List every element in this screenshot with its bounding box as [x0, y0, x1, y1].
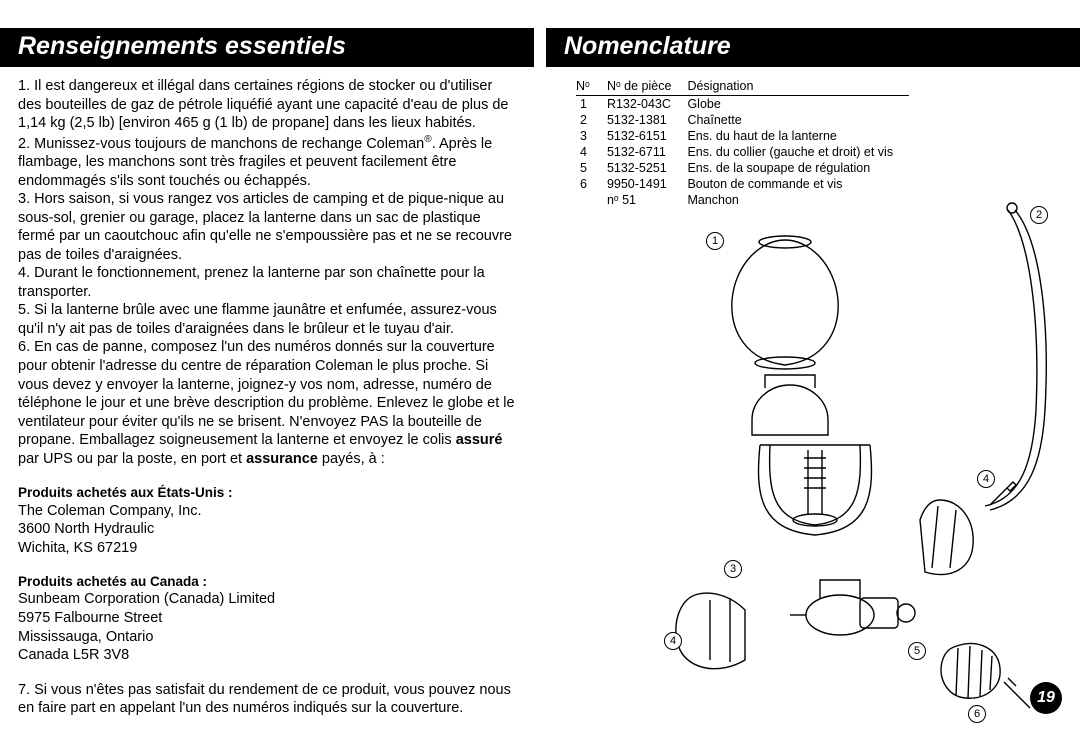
exploded-diagram: 1 2 3 4 4 5 6 — [560, 200, 1060, 720]
para-7: 7. Si vous n'êtes pas satisfait du rende… — [18, 681, 516, 718]
th-no: Nᵒ — [576, 79, 607, 96]
table-row: 6 9950-1491 Bouton de commande et vis — [576, 176, 909, 192]
callout-5: 5 — [908, 642, 926, 660]
para-4: 4. Durant le fonctionnement, prenez la l… — [18, 264, 516, 301]
page-number: 19 — [1030, 682, 1062, 714]
address-us-line: The Coleman Company, Inc. — [18, 502, 516, 521]
callout-1: 1 — [706, 232, 724, 250]
left-body: 1. Il est dangereux et illégal dans cert… — [0, 77, 534, 718]
address-ca-label: Produits achetés au Canada : — [18, 573, 516, 590]
right-title-bar: Nomenclature — [546, 28, 1080, 67]
th-desc: Désignation — [687, 79, 909, 96]
th-partno: Nᵒ de pièce — [607, 79, 687, 96]
left-column: Renseignements essentiels 1. Il est dang… — [0, 0, 540, 730]
table-row: 2 5132-1381 Chaînette — [576, 112, 909, 128]
callout-4b: 4 — [664, 632, 682, 650]
lantern-diagram-svg — [560, 200, 1060, 720]
para-2: 2. Munissez-vous toujours de manchons de… — [18, 133, 516, 190]
para-6: 6. En cas de panne, composez l'un des nu… — [18, 338, 516, 468]
address-canada: Produits achetés au Canada : Sunbeam Cor… — [18, 573, 516, 664]
callout-2: 2 — [1030, 206, 1048, 224]
para-5: 5. Si la lanterne brûle avec une flamme … — [18, 301, 516, 338]
para-3: 3. Hors saison, si vous rangez vos artic… — [18, 190, 516, 264]
address-us-line: 3600 North Hydraulic — [18, 520, 516, 539]
address-ca-line: Sunbeam Corporation (Canada) Limited — [18, 590, 516, 609]
para-1: 1. Il est dangereux et illégal dans cert… — [18, 77, 516, 133]
callout-4a: 4 — [977, 470, 995, 488]
address-ca-line: Mississauga, Ontario — [18, 628, 516, 647]
callout-3: 3 — [724, 560, 742, 578]
address-us-label: Produits achetés aux États-Unis : — [18, 484, 516, 501]
table-row: 4 5132-6711 Ens. du collier (gauche et d… — [576, 144, 909, 160]
parts-table: Nᵒ Nᵒ de pièce Désignation 1 R132-043C G… — [576, 79, 909, 208]
table-row: 5 5132-5251 Ens. de la soupape de régula… — [576, 160, 909, 176]
address-ca-line: Canada L5R 3V8 — [18, 646, 516, 665]
table-row: 1 R132-043C Globe — [576, 96, 909, 113]
table-row: 3 5132-6151 Ens. du haut de la lanterne — [576, 128, 909, 144]
callout-6: 6 — [968, 705, 986, 723]
address-us: Produits achetés aux États-Unis : The Co… — [18, 484, 516, 557]
left-title-bar: Renseignements essentiels — [0, 28, 534, 67]
address-ca-line: 5975 Falbourne Street — [18, 609, 516, 628]
address-us-line: Wichita, KS 67219 — [18, 539, 516, 558]
